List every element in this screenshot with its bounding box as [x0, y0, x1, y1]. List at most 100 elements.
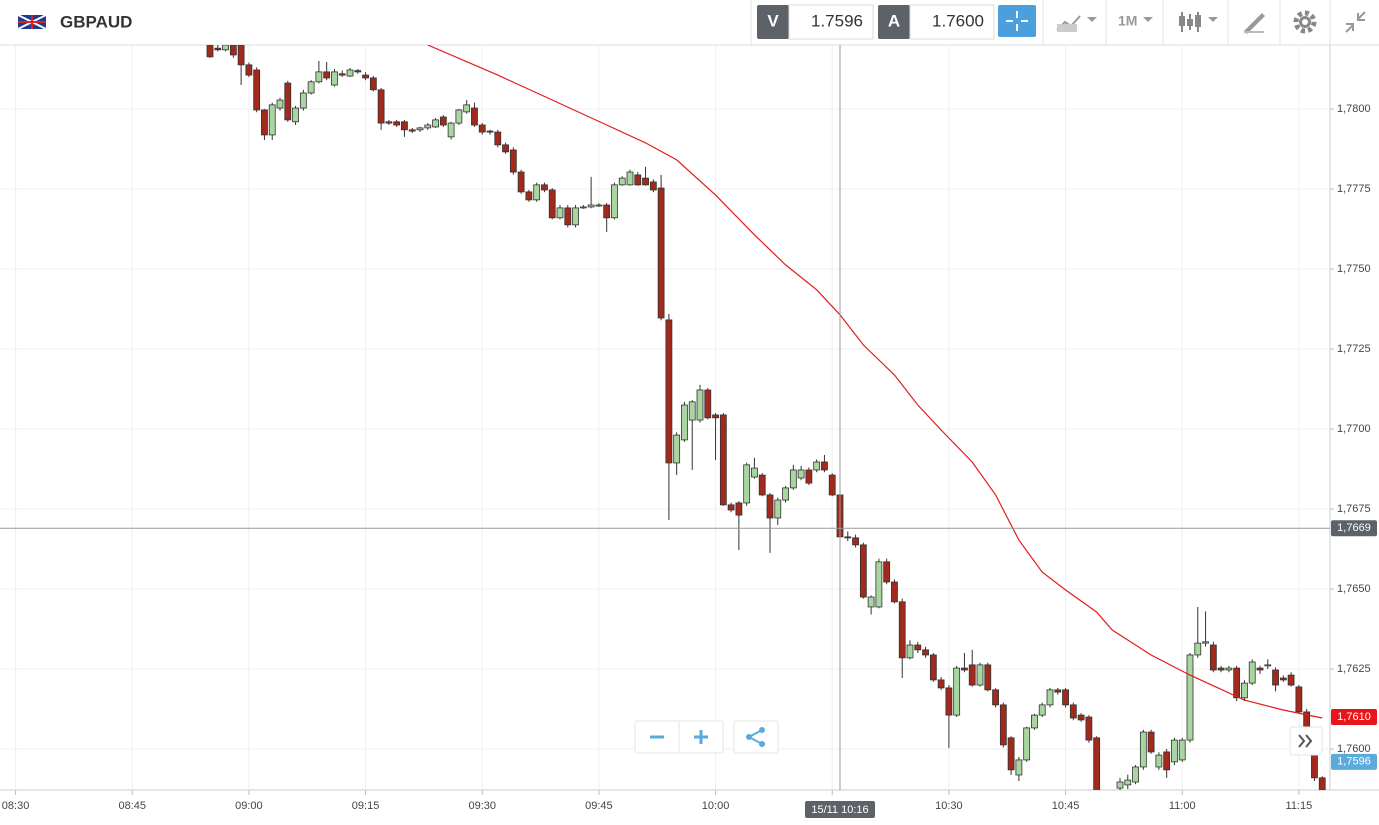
- crosshair-button[interactable]: [998, 5, 1036, 37]
- candle-body: [704, 389, 712, 419]
- share-button[interactable]: [746, 727, 765, 747]
- candle-body: [1209, 644, 1217, 671]
- candle-body: [937, 679, 945, 689]
- settings-button[interactable]: [1293, 10, 1317, 34]
- candle-body: [245, 64, 253, 76]
- candle-body: [463, 104, 471, 113]
- candle-body: [385, 121, 393, 124]
- candle-body: [688, 401, 696, 421]
- candle-body: [1171, 739, 1178, 763]
- scroll-right-button[interactable]: [1289, 726, 1323, 756]
- candle-body: [789, 469, 797, 489]
- candle-body: [1062, 689, 1069, 706]
- overlay: 1,7669 15/11 10:16 1,7610 1,7596: [0, 45, 1377, 818]
- candle-body: [642, 177, 649, 186]
- candle-body: [1264, 664, 1272, 667]
- sell-price: 1.7596: [811, 11, 863, 30]
- candle-body: [774, 499, 782, 519]
- draw-button[interactable]: [1244, 13, 1265, 34]
- header-bg: [0, 0, 1379, 45]
- candle-body: [284, 82, 292, 121]
- candle-body: [735, 502, 743, 516]
- candle-body: [572, 207, 579, 226]
- candle-body: [1295, 686, 1303, 713]
- zoom-controls: [634, 720, 1323, 756]
- candle-type-button[interactable]: [1179, 12, 1218, 32]
- candle-body: [1054, 689, 1062, 693]
- candle-body: [1287, 674, 1295, 686]
- candle-body: [1038, 704, 1046, 716]
- candle-body: [945, 687, 953, 716]
- candle-body: [859, 544, 867, 598]
- x-tick-label: 09:30: [468, 800, 496, 812]
- crosshair-x-label: 15/11 10:16: [811, 804, 868, 816]
- x-tick-label: 09:45: [585, 800, 613, 812]
- candle-body: [883, 561, 891, 583]
- candle-body: [805, 469, 813, 484]
- candle-body: [875, 561, 883, 608]
- candle-body: [525, 191, 533, 201]
- candle-body: [1015, 759, 1023, 776]
- candle-body: [1085, 716, 1093, 741]
- candle-body: [494, 131, 502, 146]
- candle-body: [1147, 731, 1155, 753]
- candle-body: [603, 204, 611, 219]
- candle-body: [727, 504, 735, 511]
- candle-body: [214, 47, 222, 51]
- x-tick-label: 10:00: [702, 800, 730, 812]
- y-tick-label: 1,7700: [1337, 423, 1371, 435]
- y-tick-label: 1,7725: [1337, 343, 1371, 355]
- candle-body: [439, 116, 447, 126]
- timeframe: 1M: [1118, 13, 1137, 29]
- candle-body: [595, 204, 603, 207]
- price-tag: [1331, 753, 1377, 770]
- buy-price: 1.7600: [932, 11, 984, 30]
- candle-body: [1256, 667, 1264, 671]
- candle-body: [673, 434, 681, 464]
- candle-body: [852, 537, 859, 546]
- candle-body: [929, 654, 937, 681]
- chart-type-button[interactable]: [1056, 15, 1097, 32]
- candle-body: [1069, 704, 1077, 719]
- header: GBPAUD V 1.7596 A 1.7600 1M: [0, 0, 1379, 46]
- candle-body: [821, 461, 828, 471]
- candle-body: [681, 404, 688, 441]
- candle-body: [331, 71, 338, 86]
- candle-body: [665, 319, 673, 464]
- candle-body: [548, 189, 556, 219]
- candle-body: [1279, 677, 1287, 681]
- candle-body: [564, 207, 572, 226]
- timeframe-button[interactable]: 1M: [1118, 13, 1153, 29]
- crosshair-y-tag: [1331, 520, 1377, 537]
- candle-body: [758, 474, 766, 496]
- x-tick-label: 08:30: [2, 800, 30, 812]
- candle-body: [587, 204, 595, 208]
- candle-body: [611, 184, 618, 219]
- sell-button[interactable]: V 1.7596: [757, 4, 874, 40]
- candle-body: [432, 119, 439, 128]
- candle-body: [579, 206, 587, 209]
- pair-name: GBPAUD: [60, 12, 132, 31]
- candle-body: [299, 92, 307, 109]
- candle-body: [719, 414, 727, 506]
- price-tag-label: 1,7596: [1337, 756, 1371, 768]
- candle-body: [649, 181, 657, 191]
- collapse-button[interactable]: [1345, 11, 1366, 33]
- y-tick-label: 1,7775: [1337, 183, 1371, 195]
- candle-body: [657, 187, 665, 319]
- x-tick-label: 09:00: [235, 800, 263, 812]
- grid: 1,7600 1,7625 1,7650 1,7675 1,7700 1,7725 1,77…: [0, 45, 1371, 812]
- buy-button[interactable]: A 1.7600: [878, 4, 995, 40]
- sell-label: V: [767, 11, 779, 30]
- candle-body: [354, 70, 362, 73]
- candle-body: [261, 109, 268, 136]
- candle-body: [618, 177, 626, 186]
- zoom-in-button[interactable]: [694, 730, 708, 744]
- candle-body: [408, 129, 416, 132]
- candle-body: [797, 469, 805, 479]
- candle-body: [828, 474, 836, 496]
- buy-label: A: [888, 11, 900, 30]
- candle-body: [478, 124, 486, 133]
- candle-body: [229, 45, 237, 56]
